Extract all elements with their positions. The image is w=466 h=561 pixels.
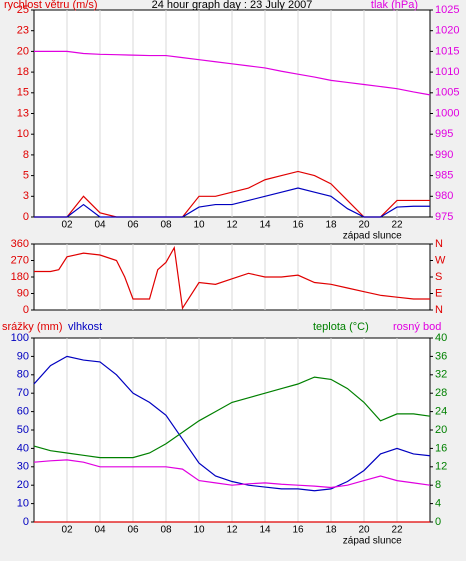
x-tick-label: 12 xyxy=(226,525,238,536)
x-tick-label: 08 xyxy=(160,525,172,536)
y-tick-label: 20 xyxy=(17,479,29,491)
y-tick-label: 10 xyxy=(17,498,29,510)
y2-tick-label: 16 xyxy=(435,442,447,454)
y2-tick-label: N xyxy=(435,304,443,316)
x-tick-label: 22 xyxy=(391,220,403,231)
y-tick-label: 10 xyxy=(17,128,29,140)
y2-tick-label: 40 xyxy=(435,332,447,344)
y-tick-label: 360 xyxy=(11,238,29,250)
y-tick-label: 90 xyxy=(17,350,29,362)
line-series xyxy=(33,459,431,489)
y2-tick-label: N xyxy=(435,238,443,250)
line-series xyxy=(34,187,430,218)
y-tick-label: 90 xyxy=(17,287,29,299)
x-tick-label: 04 xyxy=(94,220,106,231)
y2-tick-label: 985 xyxy=(435,170,453,182)
y2-tick-label: 12 xyxy=(435,461,447,473)
y-tick-label: 60 xyxy=(17,406,29,418)
y2-tick-label: 28 xyxy=(435,387,447,399)
y2-tick-label: 975 xyxy=(435,211,453,223)
x-tick-label: 20 xyxy=(358,220,370,231)
x-tick-label: 18 xyxy=(325,220,337,231)
y2-tick-label: 1005 xyxy=(435,87,459,99)
x-tick-label: 14 xyxy=(259,220,271,231)
line-series xyxy=(33,376,431,459)
y-tick-label: 0 xyxy=(23,516,29,528)
y2-tick-label: 1020 xyxy=(435,25,459,37)
y-axis-label: rychlost větru (m/s) xyxy=(4,0,98,11)
y-tick-label: 25 xyxy=(17,4,29,16)
y2-tick-label: 1015 xyxy=(435,45,459,57)
line-series xyxy=(34,50,431,96)
line-series xyxy=(34,245,430,310)
y-tick-label: 3 xyxy=(23,190,29,202)
x-tick-label: 16 xyxy=(292,525,304,536)
y-tick-label: 30 xyxy=(17,461,29,473)
legend-label: rosný bod xyxy=(393,321,441,333)
y-tick-label: 13 xyxy=(17,107,29,119)
y-tick-label: 20 xyxy=(17,45,29,57)
y2-tick-label: 36 xyxy=(435,350,447,362)
y-tick-label: 15 xyxy=(17,87,29,99)
y-tick-label: 5 xyxy=(23,170,29,182)
y-tick-label: 40 xyxy=(17,442,29,454)
y-tick-label: 0 xyxy=(23,304,29,316)
y-tick-label: 8 xyxy=(23,149,29,161)
x-tick-label: 02 xyxy=(61,525,73,536)
y2-tick-label: 4 xyxy=(435,498,441,510)
x-tick-label: 16 xyxy=(292,220,304,231)
y2-tick-label: 0 xyxy=(435,516,441,528)
x-tick-label: 22 xyxy=(391,525,403,536)
y-tick-label: 0 xyxy=(23,211,29,223)
chart-title: 24 hour graph day : 23 July 2007 xyxy=(152,0,313,11)
y-tick-label: 70 xyxy=(17,387,29,399)
y2-tick-label: 20 xyxy=(435,424,447,436)
x-tick-label: 20 xyxy=(358,525,370,536)
legend-label: srážky (mm) xyxy=(2,321,63,333)
annotation: západ slunce xyxy=(343,536,402,547)
y2-tick-label: E xyxy=(435,287,442,299)
y-tick-label: 270 xyxy=(11,254,29,266)
y2-tick-label: W xyxy=(435,254,446,266)
x-tick-label: 08 xyxy=(160,220,172,231)
y2-tick-label: 995 xyxy=(435,128,453,140)
x-tick-label: 10 xyxy=(193,525,205,536)
y-tick-label: 23 xyxy=(17,25,29,37)
y2-tick-label: 1010 xyxy=(435,66,459,78)
x-tick-label: 14 xyxy=(259,525,271,536)
y2-tick-label: 1025 xyxy=(435,4,459,16)
annotation: západ slunce xyxy=(343,231,402,242)
x-tick-label: 10 xyxy=(193,220,205,231)
legend-label: teplota (°C) xyxy=(313,321,369,333)
y2-tick-label: 24 xyxy=(435,406,447,418)
x-tick-label: 04 xyxy=(94,525,106,536)
y-tick-label: 100 xyxy=(11,332,29,344)
y2-tick-label: 990 xyxy=(435,149,453,161)
y2-tick-label: S xyxy=(435,271,442,283)
y2-tick-label: 8 xyxy=(435,479,441,491)
y2-axis-label: tlak (hPa) xyxy=(371,0,418,11)
x-tick-label: 02 xyxy=(61,220,73,231)
y-tick-label: 80 xyxy=(17,369,29,381)
y2-tick-label: 32 xyxy=(435,369,447,381)
y-tick-label: 180 xyxy=(11,271,29,283)
legend-label: vlhkost xyxy=(68,321,102,333)
y2-tick-label: 980 xyxy=(435,190,453,202)
x-tick-label: 18 xyxy=(325,525,337,536)
y-tick-label: 18 xyxy=(17,66,29,78)
x-tick-label: 12 xyxy=(226,220,238,231)
line-series xyxy=(33,355,431,492)
x-tick-label: 06 xyxy=(127,220,139,231)
y2-tick-label: 1000 xyxy=(435,107,459,119)
x-tick-label: 06 xyxy=(127,525,139,536)
y-tick-label: 50 xyxy=(17,424,29,436)
